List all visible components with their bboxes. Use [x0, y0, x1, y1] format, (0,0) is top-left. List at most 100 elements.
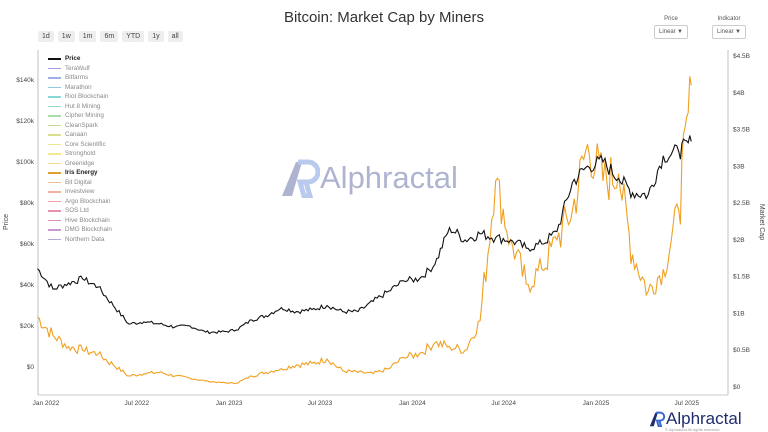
legend-item[interactable]: Riot Blockchain [48, 92, 112, 102]
range-6m-button[interactable]: 6m [100, 31, 119, 42]
range-all-button[interactable]: all [167, 31, 183, 42]
legend-swatch [48, 67, 61, 69]
legend-item[interactable]: Canaan [48, 130, 112, 140]
y2-tick-label: $3.5B [733, 127, 750, 134]
dropdown-arrow-icon: ▼ [677, 29, 683, 35]
legend-swatch [48, 143, 61, 145]
range-ytd-button[interactable]: YTD [122, 31, 145, 42]
y-tick-label: $0 [27, 364, 35, 371]
legend-label: Cipher Mining [65, 112, 104, 120]
indicator-scale-label: Indicator [717, 16, 741, 22]
legend-label: Price [65, 55, 81, 63]
legend-swatch [48, 105, 61, 107]
y2-tick-label: $0.5B [733, 347, 750, 354]
legend-item[interactable]: Hut 8 Mining [48, 102, 112, 112]
y2-tick-label: $2.5B [733, 200, 750, 207]
legend-swatch [48, 219, 61, 221]
x-tick-label: Jul 2022 [125, 400, 150, 407]
legend-item[interactable]: Cipher Mining [48, 111, 112, 121]
legend-label: Core Scientific [65, 140, 106, 148]
range-1w-button[interactable]: 1w [57, 31, 75, 42]
legend-label: SOS Ltd [65, 207, 89, 215]
copyright: © Alphractal All rights reserved [665, 427, 720, 432]
y2-tick-label: $4.5B [733, 53, 750, 60]
legend-item[interactable]: Price [48, 54, 112, 64]
legend-label: CleanSpark [65, 121, 98, 129]
legend-swatch [48, 238, 61, 240]
legend-swatch [48, 57, 61, 60]
legend-label: Bitfarms [65, 74, 89, 82]
footer-brand: Alphractal [648, 410, 742, 427]
iris-energy-line [37, 76, 692, 385]
legend-label: Greenidge [65, 159, 95, 167]
alphractal-logo-icon [282, 159, 320, 198]
legend-swatch [48, 162, 61, 164]
legend-label: Investview [65, 188, 95, 196]
y2-tick-label: $4B [733, 90, 745, 97]
legend-item[interactable]: Hive Blockchain [48, 216, 112, 226]
legend-item[interactable]: DMG Blockchain [48, 225, 112, 235]
alphractal-logo-icon [649, 411, 666, 427]
legend-swatch [48, 77, 61, 79]
x-tick-label: Jul 2023 [308, 400, 333, 407]
legend-swatch [48, 200, 61, 202]
y2-tick-label: $3B [733, 163, 745, 170]
y-tick-label: $80k [20, 200, 35, 207]
watermark: Alphractal [280, 158, 458, 198]
legend-swatch [48, 229, 61, 231]
legend-label: Hive Blockchain [65, 216, 110, 224]
legend-item[interactable]: CleanSpark [48, 121, 112, 131]
legend-item[interactable]: Northern Data [48, 235, 112, 245]
range-1m-button[interactable]: 1m [78, 31, 97, 42]
legend-swatch [48, 115, 61, 117]
legend-item[interactable]: Argo Blockchain [48, 197, 112, 207]
legend-item[interactable]: Bitfarms [48, 73, 112, 83]
legend-label: Riot Blockchain [65, 93, 109, 101]
legend-label: Iris Energy [65, 169, 98, 177]
range-1d-button[interactable]: 1d [38, 31, 54, 42]
legend-item[interactable]: Marathon [48, 83, 112, 93]
indicator-scale-select[interactable]: Linear ▼ [712, 25, 746, 39]
legend-swatch [48, 181, 61, 183]
legend-swatch [48, 134, 61, 136]
legend-swatch [48, 96, 61, 98]
legend-swatch [48, 124, 61, 126]
y-tick-label: $120k [16, 118, 34, 125]
indicator-scale-control: Indicator Linear ▼ [712, 16, 746, 39]
legend-swatch [48, 86, 61, 88]
price-scale-label: Price [664, 16, 678, 22]
y2-tick-label: $1B [733, 310, 745, 317]
range-1y-button[interactable]: 1y [148, 31, 164, 42]
price-scale-select[interactable]: Linear ▼ [654, 25, 688, 39]
x-tick-label: Jan 2025 [583, 400, 610, 407]
watermark-text: Alphractal [320, 160, 458, 195]
x-tick-label: Jul 2024 [491, 400, 516, 407]
y-tick-label: $40k [20, 282, 35, 289]
legend-swatch [48, 191, 61, 193]
legend-item[interactable]: Iris Energy [48, 168, 112, 178]
range-selector: 1d 1w 1m 6m YTD 1y all [38, 31, 183, 42]
legend-item[interactable]: TeraWulf [48, 64, 112, 74]
price-scale-control: Price Linear ▼ [654, 16, 688, 39]
legend-item[interactable]: Greenidge [48, 159, 112, 169]
legend-label: Stronghold [65, 150, 96, 158]
y-tick-label: $20k [20, 323, 35, 330]
y2-tick-label: $0 [733, 384, 741, 391]
legend: Price TeraWulf Bitfarms Marathon Riot Blockc… [48, 54, 112, 244]
legend-label: Marathon [65, 83, 92, 91]
legend-item[interactable]: Investview [48, 187, 112, 197]
y-tick-label: $140k [16, 77, 34, 84]
y-tick-label: $60k [20, 241, 35, 248]
legend-item[interactable]: Bit Digital [48, 178, 112, 188]
legend-item[interactable]: SOS Ltd [48, 206, 112, 216]
legend-item[interactable]: Core Scientific [48, 140, 112, 150]
chart-title: Bitcoin: Market Cap by Miners [283, 9, 485, 26]
price-scale-value: Linear [659, 29, 676, 35]
legend-item[interactable]: Stronghold [48, 149, 112, 159]
legend-swatch [48, 171, 61, 174]
dropdown-arrow-icon: ▼ [735, 29, 741, 35]
legend-swatch [48, 210, 61, 212]
legend-label: DMG Blockchain [65, 226, 112, 234]
y2-tick-label: $1.5B [733, 274, 750, 281]
